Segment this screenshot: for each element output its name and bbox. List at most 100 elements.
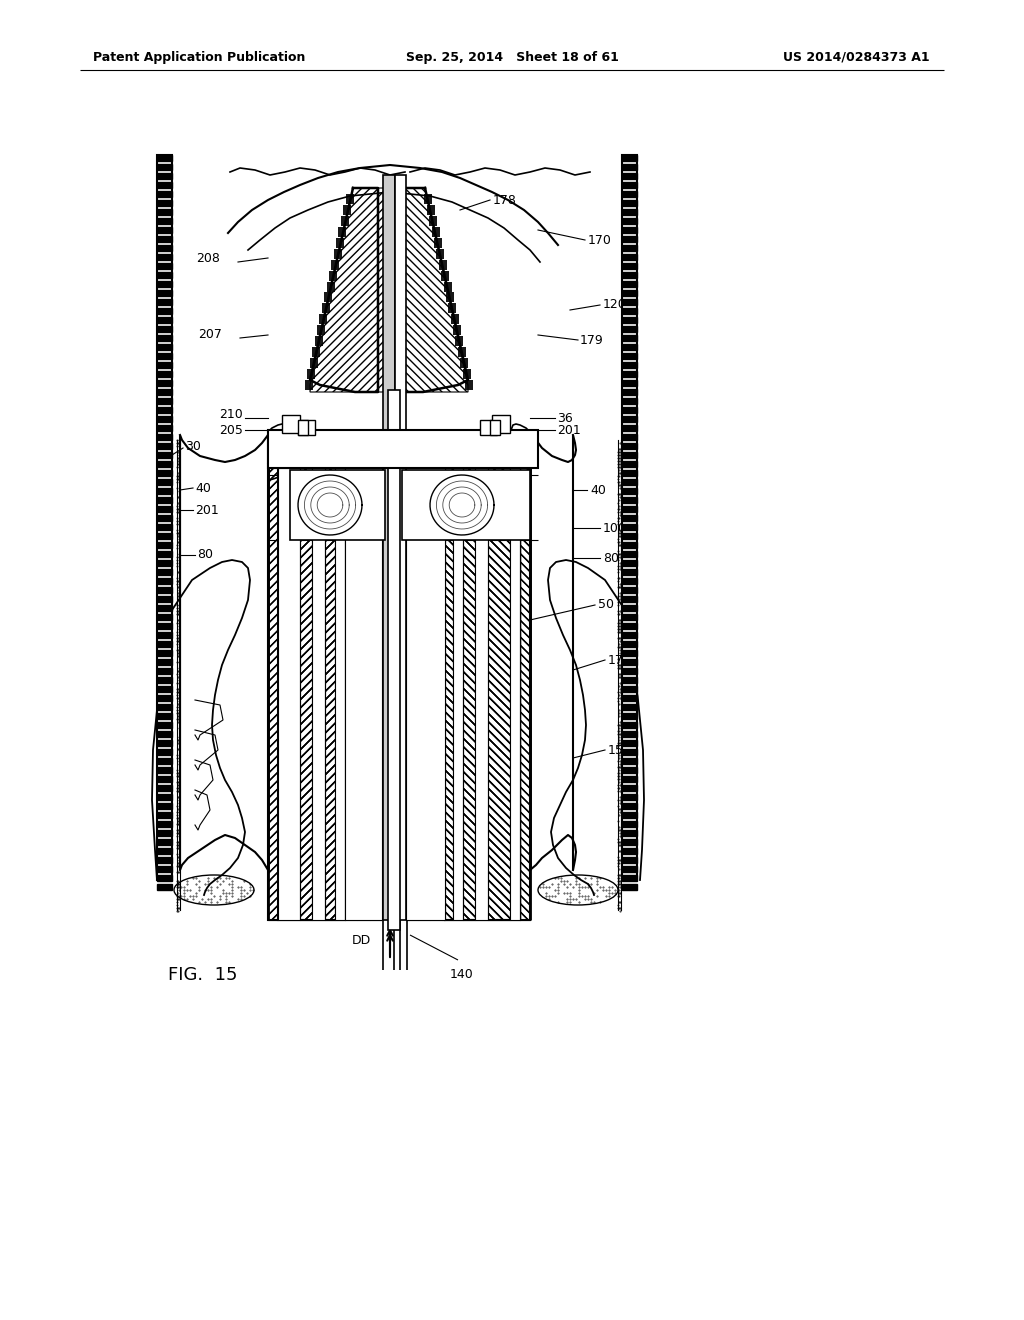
Polygon shape xyxy=(157,830,172,836)
Bar xyxy=(357,469,370,920)
Bar xyxy=(268,469,278,920)
Bar xyxy=(442,469,453,920)
Polygon shape xyxy=(341,216,349,226)
Polygon shape xyxy=(622,201,637,206)
Polygon shape xyxy=(449,304,457,313)
Bar xyxy=(388,389,400,931)
Polygon shape xyxy=(434,238,442,248)
Polygon shape xyxy=(157,506,172,512)
Polygon shape xyxy=(622,173,637,180)
Polygon shape xyxy=(157,191,172,197)
Polygon shape xyxy=(622,389,637,395)
Polygon shape xyxy=(443,281,452,292)
Polygon shape xyxy=(157,803,172,809)
Bar xyxy=(300,469,312,920)
Bar xyxy=(406,469,418,920)
Polygon shape xyxy=(157,173,172,180)
Polygon shape xyxy=(622,605,637,611)
Polygon shape xyxy=(622,597,637,602)
Polygon shape xyxy=(157,550,172,557)
Polygon shape xyxy=(157,632,172,638)
Polygon shape xyxy=(157,866,172,873)
Polygon shape xyxy=(157,659,172,665)
Bar xyxy=(488,469,510,920)
Text: 84: 84 xyxy=(452,496,468,510)
Polygon shape xyxy=(325,293,332,302)
Polygon shape xyxy=(622,785,637,791)
Polygon shape xyxy=(622,263,637,269)
Polygon shape xyxy=(157,154,172,880)
Polygon shape xyxy=(157,362,172,368)
Text: 201: 201 xyxy=(557,424,581,437)
Bar xyxy=(520,469,530,920)
Polygon shape xyxy=(622,154,637,161)
Polygon shape xyxy=(157,335,172,341)
Polygon shape xyxy=(157,470,172,477)
Polygon shape xyxy=(622,335,637,341)
Text: FIG.  15: FIG. 15 xyxy=(168,966,238,983)
Text: 205: 205 xyxy=(219,424,243,437)
Polygon shape xyxy=(157,543,172,548)
Polygon shape xyxy=(622,246,637,251)
Polygon shape xyxy=(622,352,637,359)
Polygon shape xyxy=(622,451,637,458)
Bar xyxy=(290,470,385,540)
Polygon shape xyxy=(622,371,637,378)
Polygon shape xyxy=(622,425,637,432)
Polygon shape xyxy=(622,317,637,323)
Polygon shape xyxy=(463,370,471,379)
Polygon shape xyxy=(157,524,172,531)
Polygon shape xyxy=(622,677,637,682)
Polygon shape xyxy=(157,722,172,729)
Polygon shape xyxy=(157,451,172,458)
Polygon shape xyxy=(622,623,637,630)
Bar xyxy=(312,469,325,920)
Polygon shape xyxy=(157,380,172,385)
Polygon shape xyxy=(622,515,637,521)
Polygon shape xyxy=(460,358,468,368)
Polygon shape xyxy=(157,875,172,880)
Polygon shape xyxy=(622,362,637,368)
Polygon shape xyxy=(622,209,637,215)
Polygon shape xyxy=(157,605,172,611)
Bar xyxy=(345,469,382,920)
Polygon shape xyxy=(622,830,637,836)
Polygon shape xyxy=(157,263,172,269)
Polygon shape xyxy=(157,182,172,187)
Polygon shape xyxy=(157,352,172,359)
Polygon shape xyxy=(312,347,321,358)
Polygon shape xyxy=(157,758,172,764)
Polygon shape xyxy=(157,488,172,494)
Polygon shape xyxy=(622,416,637,422)
Bar xyxy=(480,420,497,436)
Polygon shape xyxy=(622,290,637,296)
Bar xyxy=(383,176,395,920)
Polygon shape xyxy=(622,300,637,305)
Polygon shape xyxy=(622,741,637,746)
Bar xyxy=(430,469,442,920)
Bar xyxy=(406,469,445,920)
Polygon shape xyxy=(622,569,637,576)
Bar xyxy=(445,436,530,920)
Polygon shape xyxy=(622,191,637,197)
Polygon shape xyxy=(157,623,172,630)
Text: 178: 178 xyxy=(493,194,517,206)
Bar xyxy=(492,414,510,433)
Polygon shape xyxy=(157,533,172,539)
Polygon shape xyxy=(157,857,172,863)
Polygon shape xyxy=(622,543,637,548)
Polygon shape xyxy=(622,866,637,873)
Text: 40: 40 xyxy=(590,483,606,496)
Polygon shape xyxy=(622,227,637,234)
Polygon shape xyxy=(329,271,337,281)
Bar xyxy=(490,420,500,436)
Text: 100: 100 xyxy=(603,521,627,535)
Polygon shape xyxy=(622,696,637,701)
Polygon shape xyxy=(157,479,172,484)
Polygon shape xyxy=(622,884,637,890)
Polygon shape xyxy=(157,308,172,314)
Polygon shape xyxy=(622,847,637,854)
Polygon shape xyxy=(622,550,637,557)
Polygon shape xyxy=(157,218,172,224)
Polygon shape xyxy=(322,304,330,313)
